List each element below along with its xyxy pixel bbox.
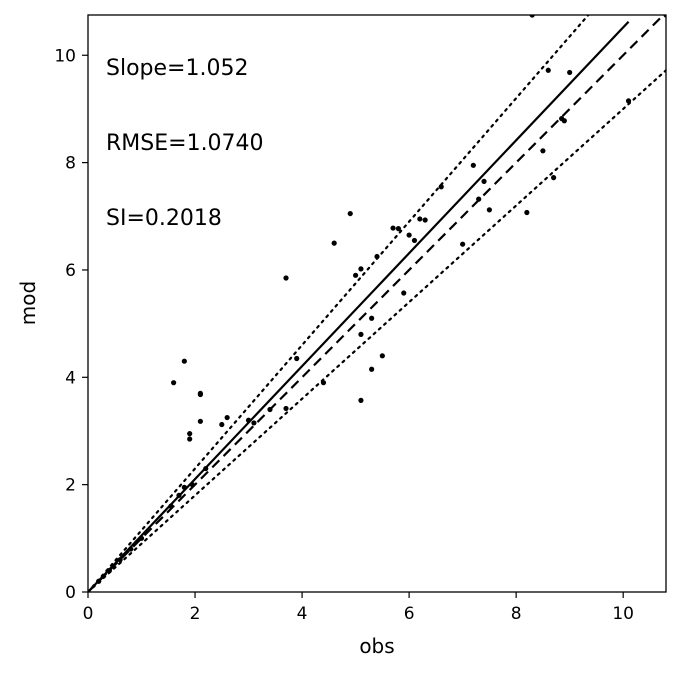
data-point — [567, 69, 573, 76]
data-points — [96, 15, 666, 584]
data-point — [176, 492, 182, 498]
data-point — [551, 175, 557, 181]
data-point — [417, 216, 423, 222]
data-point — [283, 405, 289, 412]
data-point — [540, 148, 546, 154]
data-point — [395, 226, 402, 232]
data-point — [369, 315, 375, 321]
data-point — [128, 546, 134, 552]
slope-annotation: Slope=1.052 — [106, 56, 248, 81]
plot-area: 0 2 4 6 8 10 0 2 4 6 8 10 — [54, 14, 667, 624]
data-point — [476, 196, 482, 202]
data-point — [189, 482, 195, 488]
data-point — [267, 406, 273, 413]
data-point — [138, 535, 145, 541]
data-point — [524, 209, 530, 216]
data-point — [251, 420, 257, 426]
data-point — [625, 98, 632, 104]
data-point — [331, 240, 337, 246]
x-tick-label: 10 — [612, 604, 634, 624]
data-point — [358, 397, 364, 403]
data-point — [320, 380, 327, 386]
data-point — [117, 557, 123, 563]
data-point — [283, 275, 289, 281]
x-axis-label: obs — [359, 634, 394, 658]
x-tick-label: 8 — [511, 604, 522, 624]
data-point — [470, 162, 476, 168]
data-point — [197, 418, 203, 424]
y-tick-label: 10 — [54, 46, 76, 66]
data-point — [106, 567, 113, 574]
dashed-line-1 — [88, 15, 665, 592]
data-point — [374, 253, 380, 260]
x-tick-label: 0 — [83, 604, 94, 624]
si-annotation: SI=0.2018 — [106, 206, 222, 231]
dotted-line-2 — [88, 15, 590, 592]
axes-frame — [87, 14, 667, 593]
data-point — [358, 266, 364, 272]
data-point — [187, 431, 193, 437]
data-point — [561, 118, 567, 124]
data-point — [411, 237, 418, 244]
rmse-annotation: RMSE=1.0740 — [106, 131, 264, 156]
y-tick-label: 6 — [65, 261, 76, 281]
data-point — [406, 232, 412, 238]
data-point — [438, 184, 444, 190]
data-point — [369, 366, 375, 372]
y-tick-label: 0 — [65, 583, 76, 603]
data-point — [347, 210, 353, 217]
y-tick-label: 4 — [65, 368, 76, 388]
y-tick-label: 8 — [65, 154, 76, 174]
data-point — [481, 178, 487, 184]
data-point — [245, 417, 252, 423]
data-point — [358, 331, 364, 337]
data-point — [181, 484, 187, 490]
data-point — [486, 207, 492, 213]
data-point — [96, 578, 102, 584]
data-point — [219, 421, 225, 428]
data-point — [390, 225, 396, 231]
data-point — [187, 436, 193, 442]
y-axis-label: mod — [16, 281, 40, 325]
x-tick-label: 6 — [404, 604, 415, 624]
data-point — [379, 353, 385, 359]
data-point — [203, 465, 209, 472]
data-point — [545, 67, 551, 73]
data-point — [197, 391, 203, 398]
x-tick-label: 2 — [190, 604, 201, 624]
data-point — [352, 272, 359, 278]
data-point — [224, 414, 230, 421]
data-point — [422, 217, 428, 223]
data-point — [401, 290, 407, 296]
reference-lines — [88, 15, 666, 592]
x-tick-label: 4 — [297, 604, 308, 624]
data-point — [460, 241, 466, 247]
data-point — [171, 380, 177, 386]
data-point — [168, 503, 174, 509]
data-point — [181, 358, 187, 364]
y-tick-label: 2 — [65, 476, 76, 496]
data-point — [294, 355, 300, 362]
